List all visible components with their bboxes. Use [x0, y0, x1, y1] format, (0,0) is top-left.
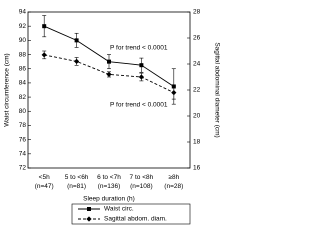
y-tick-label: 84: [19, 80, 27, 87]
x-tick-label: 6 to <7h (n=136): [97, 174, 121, 190]
x-tick-label: 7 to <8h (n=108): [130, 174, 154, 190]
x-axis-label: Sleep duration (h): [83, 196, 135, 203]
point: [41, 52, 47, 58]
y-axis-label: Waist circumference (cm): [4, 53, 11, 126]
point: [74, 58, 80, 64]
point: [171, 90, 177, 96]
point: [107, 59, 111, 64]
y2-tick-label: 26: [193, 35, 201, 42]
y-tick-label: 76: [19, 136, 27, 143]
point: [139, 63, 144, 68]
y2-tick-label: 24: [193, 61, 201, 68]
x-tick-label: 5 to <6h (n=81): [65, 174, 89, 190]
plot-frame: [27, 11, 191, 169]
annotation: P for trend < 0.0001: [110, 102, 168, 109]
legend-marker: [87, 207, 91, 211]
y-tick-label: 74: [19, 151, 27, 158]
legend-label: Sagittal abdom. diam.: [104, 216, 167, 223]
y2-tick-label: 18: [193, 139, 201, 146]
y-tick-label: 92: [19, 23, 27, 30]
y2-tick-label: 16: [193, 165, 201, 172]
y2-axis-label: Sagittal abdominal diameter (cm): [213, 42, 220, 137]
x-tick-label: <5h (n=47): [35, 174, 54, 190]
x-tick-label: ≥8h (n=28): [164, 174, 183, 190]
point: [138, 74, 144, 80]
point: [74, 38, 79, 43]
legend-marker: [86, 216, 92, 222]
y-tick-label: 82: [19, 94, 27, 101]
y-tick-label: 72: [19, 165, 27, 172]
y-tick-label: 94: [19, 9, 27, 16]
y-tick-label: 86: [19, 65, 27, 72]
y-tick-label: 90: [19, 37, 27, 44]
y2-tick-label: 22: [193, 87, 201, 94]
legend-box: [71, 203, 191, 225]
point: [106, 71, 112, 77]
page: Sleep duration (h) Waist circumference (…: [3, 8, 221, 225]
legend-label: Waist circ.: [104, 206, 134, 213]
y-tick-label: 80: [19, 108, 27, 115]
chart: Sleep duration (h) Waist circumference (…: [4, 9, 220, 225]
y2-tick-label: 20: [193, 113, 201, 120]
annotation: P for trend < 0.0001: [110, 45, 168, 52]
y-tick-label: 78: [19, 122, 27, 129]
point: [42, 24, 47, 29]
y-tick-label: 88: [19, 51, 27, 58]
y2-tick-label: 28: [193, 9, 201, 16]
